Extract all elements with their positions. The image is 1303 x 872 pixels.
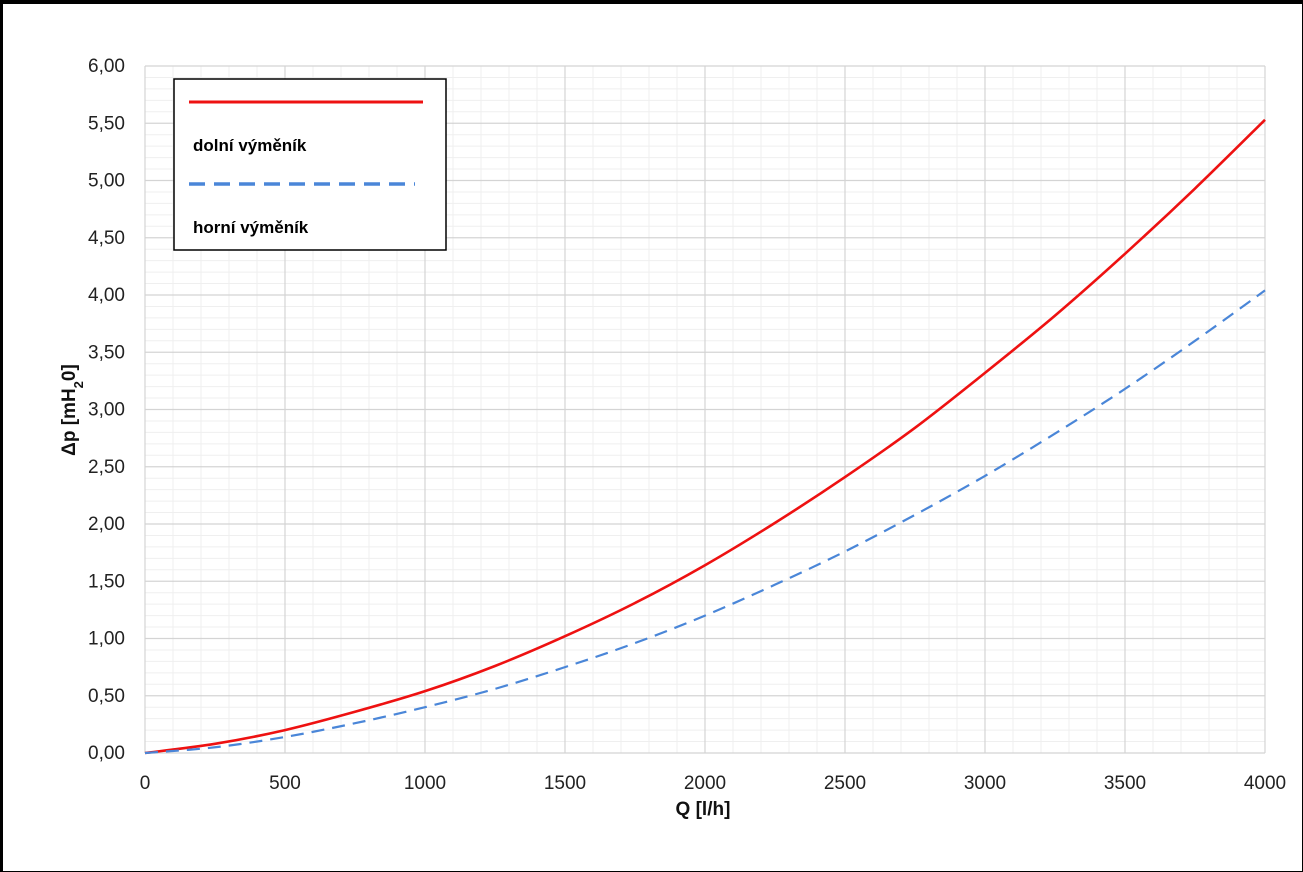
y-axis-title-tail: 0] xyxy=(59,364,80,381)
x-tick-label: 3500 xyxy=(1104,773,1146,794)
x-tick-label: 1000 xyxy=(404,773,446,794)
y-tick-label: 1,00 xyxy=(88,629,125,650)
y-tick-label: 3,00 xyxy=(88,400,125,421)
y-axis-ticks: 0,00 0,50 1,00 1,50 2,00 2,50 3,00 3,50 4,00 4,50… xyxy=(88,56,125,764)
y-tick-label: 3,50 xyxy=(88,342,125,363)
x-tick-label: 0 xyxy=(140,773,151,794)
x-tick-label: 2000 xyxy=(684,773,726,794)
y-tick-label: 5,50 xyxy=(88,113,125,134)
y-axis-title: Δp [mH20] xyxy=(59,364,86,456)
y-tick-label: 5,00 xyxy=(88,171,125,192)
y-tick-label: 2,00 xyxy=(88,514,125,535)
y-tick-label: 6,00 xyxy=(88,56,125,77)
y-tick-label: 2,50 xyxy=(88,457,125,478)
y-tick-label: 0,00 xyxy=(88,743,125,764)
x-tick-label: 1500 xyxy=(544,773,586,794)
y-tick-label: 0,50 xyxy=(88,686,125,707)
legend: dolní výměník horní výměník xyxy=(173,78,447,251)
x-tick-label: 500 xyxy=(269,773,301,794)
legend-box xyxy=(173,78,447,251)
x-tick-label: 2500 xyxy=(824,773,866,794)
legend-label-horni: horní výměník xyxy=(193,218,309,237)
y-tick-label: 4,00 xyxy=(88,285,125,306)
y-axis-title-main: Δp [mH xyxy=(59,388,80,455)
x-axis-ticks: 0 500 1000 1500 2000 2500 3000 3500 4000 xyxy=(140,773,1286,794)
series-layer xyxy=(144,118,1266,755)
legend-label-dolni: dolní výměník xyxy=(193,136,307,155)
series-line-dolni xyxy=(144,118,1266,755)
y-tick-label: 4,50 xyxy=(88,228,125,249)
x-axis-title: Q [l/h] xyxy=(676,799,731,820)
x-tick-label: 3000 xyxy=(964,773,1006,794)
x-tick-label: 4000 xyxy=(1244,773,1286,794)
y-axis-title-sub: 2 xyxy=(71,381,86,388)
line-chart: 0 500 1000 1500 2000 2500 3000 3500 4000 0,00 0,5… xyxy=(59,56,1286,820)
series-line-horni xyxy=(144,289,1266,755)
y-tick-label: 1,50 xyxy=(88,571,125,592)
